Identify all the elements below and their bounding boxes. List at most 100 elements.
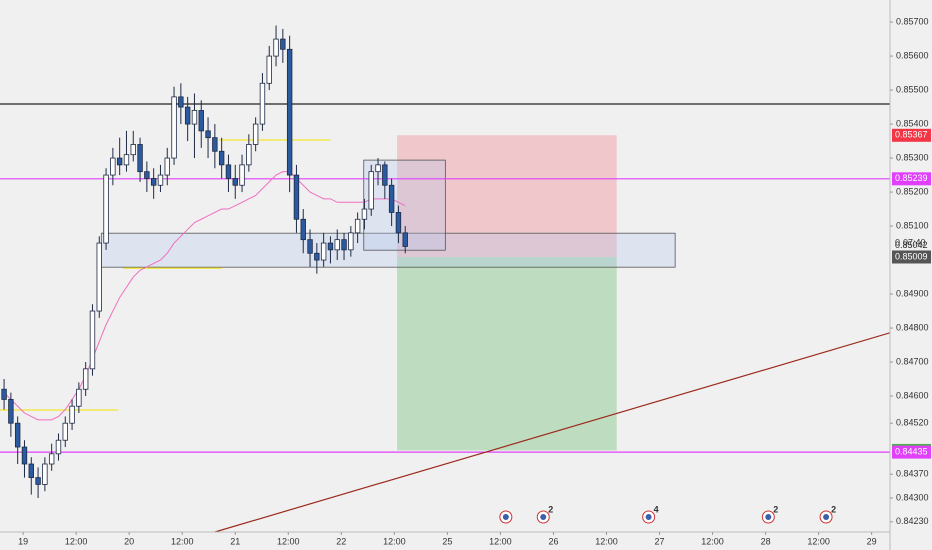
candle-body [368,171,374,210]
candle-body [232,178,238,186]
stop-zone [397,135,617,257]
x-tick-label: 26 [548,536,558,546]
candle-body [35,477,41,485]
price-label-box [892,445,931,459]
price-label: 0.85009 [895,251,928,261]
candle-body [55,439,62,455]
event-count: 4 [654,504,659,514]
target-zone [397,256,617,451]
candle-body [69,405,75,424]
x-tick-label: 22 [336,536,346,546]
countdown-prefix: 0 [895,237,900,247]
candle-body [103,174,109,244]
price-label: 0.84435 [895,446,928,456]
candle-body [198,110,204,132]
zone-box [100,232,676,268]
price-label-box [892,172,931,186]
candle-body [178,96,184,108]
candle-body [137,144,143,173]
candle-body [76,388,82,407]
x-tick-label: 12:00 [595,536,618,546]
price-label-box [892,128,931,142]
y-tick-label: 0.84230 [896,516,929,526]
x-tick-label: 12:00 [807,536,830,546]
candle-body [293,174,300,220]
x-tick-label: 12:00 [701,536,724,546]
candle-body [239,164,245,186]
candle-body [89,310,96,370]
candle-body [334,239,340,251]
candle-body [28,463,34,479]
axes: 0.85700 0.85600 0.85500 0.85400 0.85300 0.852… [18,16,931,546]
candle-body [266,55,272,84]
y-tick-label: 0.84700 [896,356,929,366]
y-tick-label: 0.85600 [896,50,929,60]
y-tick-label: 0.84520 [896,418,929,428]
candle-body [191,110,198,125]
x-tick-label: 19 [18,536,28,546]
candle-body [62,422,68,441]
candle-body [144,171,150,179]
candle-body [116,157,123,166]
y-tick-label: 0.84370 [896,469,929,479]
x-tick-label: 12:00 [489,536,512,546]
event-icon-core [540,514,547,520]
candle-body [280,38,286,50]
x-tick-label: 12:00 [171,536,194,546]
candle-body [327,242,334,251]
candle-body [225,164,232,179]
y-tick-label: 0.85400 [896,118,929,128]
y-tick-label: 0.85100 [896,220,929,230]
candle-body [382,164,388,186]
event-count: 2 [548,504,553,514]
candle-body [388,184,395,213]
candle-body [259,82,266,125]
x-tick-label: 27 [655,536,665,546]
x-tick-label: 12:00 [277,536,300,546]
candle-body [348,232,354,251]
candle-body [130,144,136,156]
price-label-box [892,239,931,253]
x-tick-label: 12:00 [383,536,406,546]
candle-body [375,164,381,173]
candle-body [395,212,402,234]
price-label: 0.85042 [895,240,928,250]
y-tick-label: 0.84800 [896,322,929,332]
candle-body [157,174,164,186]
candle-body [48,453,55,465]
candle-body [300,218,306,241]
candle-body [273,38,279,57]
y-tick-label: 0.85200 [896,186,929,196]
candle-body [1,388,7,400]
x-tick-label: 12:00 [65,536,88,546]
candle-body [361,208,368,220]
candle-body [320,242,327,261]
candle-body [307,239,313,254]
event-icon-core [645,514,652,520]
candle-body [82,368,89,390]
moving-average [3,171,406,421]
event-icon-core [823,514,830,520]
countdown: 07:40 [903,237,926,247]
candle-body [218,150,225,166]
price-label-box [892,250,931,264]
candle-body [96,242,102,312]
candle-body [314,252,320,261]
candle-body [21,446,28,465]
event-icon-core [502,514,509,520]
price-label: 0.85367 [895,130,928,140]
candle-body [286,48,293,176]
candle-body [341,239,347,251]
event-count: 2 [773,504,778,514]
x-tick-label: 25 [442,536,452,546]
candle-body [110,157,116,176]
candle-body [246,144,252,166]
candle-body [354,218,361,234]
price-label: 0.85239 [895,173,928,183]
y-tick-label: 0.85500 [896,84,929,94]
x-tick-label: 20 [124,536,134,546]
candle-body [171,96,177,159]
candle-body [123,154,130,166]
